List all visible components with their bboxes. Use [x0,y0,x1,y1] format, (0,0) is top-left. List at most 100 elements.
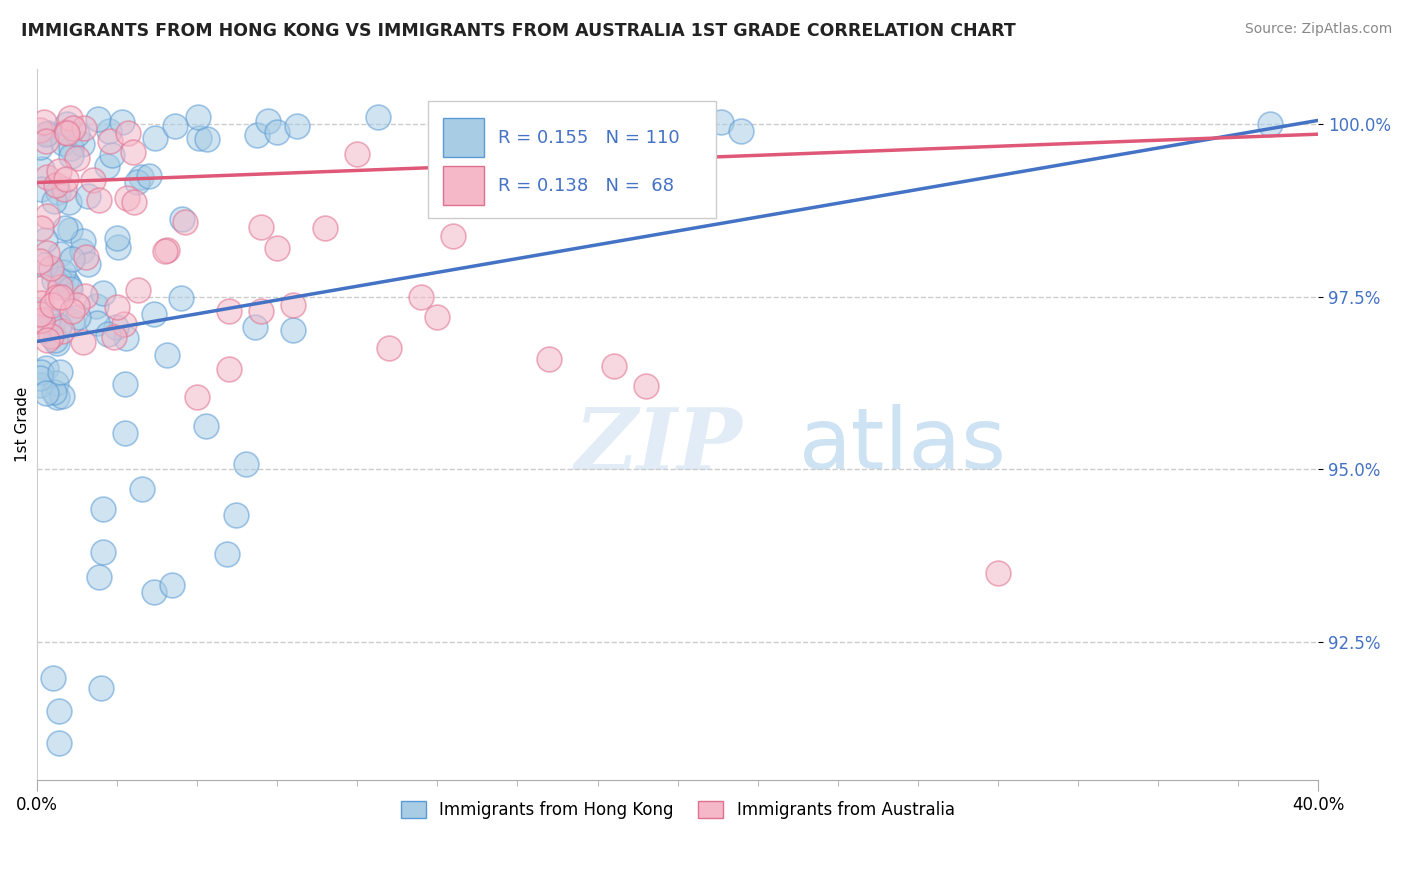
Point [463,128,485,142]
Point [48,163,70,178]
Point [225,508,247,522]
Point [90,681,112,696]
Point [98,124,121,138]
Point [115,331,138,345]
Point [283,323,305,337]
Point [72,136,94,151]
Point [169,292,191,306]
Point [112,318,135,332]
Point [84,299,107,313]
Point [48,704,70,718]
Point [186,390,208,404]
Text: Source: ZipAtlas.com: Source: ZipAtlas.com [1244,22,1392,37]
Point [105,231,128,245]
Point [73,121,96,136]
Point [34,258,56,272]
Point [53,182,76,196]
Point [34,233,56,247]
Point [217,547,239,561]
Y-axis label: 1st Grade: 1st Grade [15,387,30,462]
Point [31,161,53,176]
Point [45,178,67,193]
Point [411,289,433,303]
Point [195,132,218,146]
Point [107,300,129,314]
Point [77,189,100,203]
Point [257,114,280,128]
Point [187,110,209,124]
Point [91,501,114,516]
Point [51,389,73,403]
Text: IMMIGRANTS FROM HONG KONG VS IMMIGRANTS FROM AUSTRALIA 1ST GRADE CORRELATION CHA: IMMIGRANTS FROM HONG KONG VS IMMIGRANTS … [21,22,1017,40]
Point [39,329,62,343]
Point [235,457,257,471]
Point [153,244,176,258]
Point [66,310,89,324]
Point [53,220,76,235]
Point [30,365,52,379]
Point [77,257,100,271]
Point [59,141,82,155]
Point [30,140,52,154]
Point [30,304,52,318]
Point [127,284,149,298]
Point [55,172,77,186]
Point [1258,117,1281,131]
Point [98,134,121,148]
Point [246,128,269,142]
Point [72,234,94,248]
Point [70,244,93,259]
Point [218,362,240,376]
Point [101,147,124,161]
Point [48,272,70,286]
Point [138,169,160,183]
Legend: Immigrants from Hong Kong, Immigrants from Australia: Immigrants from Hong Kong, Immigrants fr… [394,794,962,825]
Point [48,247,70,261]
Point [60,304,83,318]
Point [37,126,59,140]
Point [44,273,66,287]
Point [66,297,89,311]
FancyBboxPatch shape [443,119,484,158]
Point [547,110,569,124]
Point [42,194,65,209]
Point [266,241,288,255]
Point [484,110,506,124]
Point [266,125,288,139]
Point [35,169,58,184]
Point [46,390,69,404]
Point [34,361,56,376]
Text: R = 0.138   N =  68: R = 0.138 N = 68 [498,177,675,195]
Point [35,134,58,148]
Point [103,330,125,344]
Point [195,419,218,434]
Point [49,290,72,304]
Point [86,112,108,126]
Point [87,193,110,207]
Point [156,243,179,257]
Point [987,566,1010,580]
Point [59,149,82,163]
Point [91,545,114,559]
Point [41,260,63,275]
Point [56,126,79,140]
Point [42,315,65,329]
Point [60,252,83,266]
Point [160,578,183,592]
Point [426,310,449,325]
Point [66,128,89,142]
Point [49,279,72,293]
Point [170,212,193,227]
Point [42,671,65,685]
Point [538,351,561,366]
Point [114,425,136,440]
Point [96,159,118,173]
Point [45,335,67,350]
Point [173,214,195,228]
Point [52,136,75,150]
Point [165,119,187,133]
Point [131,482,153,496]
Point [30,296,52,310]
FancyBboxPatch shape [427,101,716,218]
Point [97,326,120,341]
